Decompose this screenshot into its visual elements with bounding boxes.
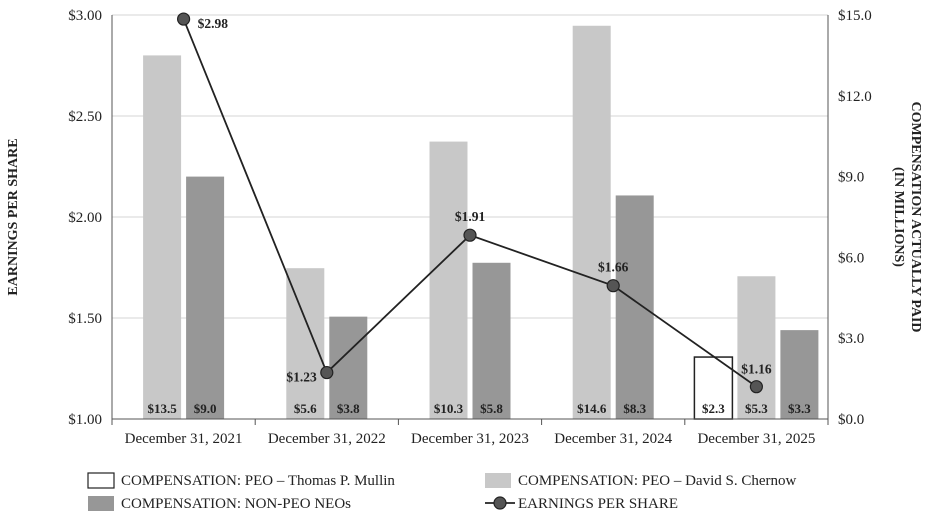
legend-label: COMPENSATION: PEO – David S. Chernow: [518, 473, 797, 489]
left-tick-label: $2.50: [68, 109, 102, 125]
x-tick-label: December 31, 2023: [411, 431, 529, 447]
bar: [329, 316, 368, 419]
eps-value-label: $2.98: [198, 16, 229, 31]
bar: [429, 141, 468, 419]
x-tick-label: December 31, 2022: [268, 431, 386, 447]
left-tick-label: $1.50: [68, 311, 102, 327]
bar: [286, 268, 325, 419]
eps-value-label: $1.16: [741, 362, 772, 377]
eps-value-label: $1.66: [598, 260, 629, 275]
legend-swatch: [485, 473, 511, 488]
bar-value-label: $5.3: [745, 401, 768, 416]
eps-point: [320, 365, 334, 380]
bar: [780, 330, 819, 419]
bar-value-label: $5.6: [294, 401, 317, 416]
bars: [143, 25, 819, 420]
bar-value-label: $5.8: [480, 401, 503, 416]
left-axis-title: EARNINGS PER SHARE: [6, 138, 21, 295]
axes: $1.00 $1.50 $2.00 $2.50 $3.00 $0.0 $3.0 $6.0 $9.…: [68, 8, 872, 447]
eps-line: [177, 12, 764, 394]
eps-point: [606, 279, 620, 293]
x-tick-label: December 31, 2025: [697, 431, 815, 447]
right-tick-label: $15.0: [838, 8, 872, 24]
bar-value-label: $13.5: [147, 401, 177, 416]
x-tick-label: December 31, 2021: [125, 431, 243, 447]
bar: [472, 262, 511, 419]
bar: [186, 176, 225, 419]
legend-swatch: [88, 496, 114, 511]
bar-value-label: $9.0: [194, 401, 217, 416]
data-labels: $13.5 $9.0 $5.6 $3.8 $10.3 $5.8 $14.6 $8.3 $2.3 $…: [147, 16, 811, 416]
bar-value-label: $3.8: [337, 401, 360, 416]
legend: COMPENSATION: PEO – Thomas P. Mullin COMP…: [87, 472, 797, 512]
right-tick-label: $0.0: [838, 412, 864, 428]
bar-value-label: $3.3: [788, 401, 811, 416]
right-tick-label: $12.0: [838, 89, 872, 105]
legend-marker-swatch: [493, 496, 507, 510]
right-axis-title-line2: (IN MILLIONS): [891, 167, 906, 267]
right-tick-label: $6.0: [838, 250, 864, 266]
left-tick-label: $1.00: [68, 412, 102, 428]
eps-point: [177, 12, 191, 26]
bar: [143, 55, 182, 420]
right-axis-title-line1: COMPENSATION ACTUALLY PAID: [908, 101, 923, 332]
right-tick-label: $9.0: [838, 170, 864, 186]
legend-label: EARNINGS PER SHARE: [518, 496, 678, 512]
bar-value-label: $8.3: [623, 401, 646, 416]
legend-label: COMPENSATION: NON-PEO NEOs: [121, 496, 351, 512]
gridlines: [112, 14, 828, 319]
bar: [693, 356, 734, 420]
legend-label: COMPENSATION: PEO – Thomas P. Mullin: [121, 473, 395, 489]
right-tick-label: $3.0: [838, 331, 864, 347]
bar: [572, 25, 611, 419]
eps-value-label: $1.23: [286, 370, 317, 385]
eps-polyline: [182, 18, 757, 388]
eps-point: [463, 228, 477, 242]
left-tick-label: $3.00: [68, 8, 102, 24]
left-tick-label: $2.00: [68, 210, 102, 226]
bar-value-label: $10.3: [434, 401, 464, 416]
bar: [737, 276, 776, 419]
x-tick-label: December 31, 2024: [554, 431, 672, 447]
bar-value-label: $14.6: [577, 401, 607, 416]
bar: [615, 195, 654, 419]
legend-swatch: [87, 472, 115, 489]
eps-value-label: $1.91: [455, 209, 486, 224]
bar-value-label: $2.3: [702, 401, 725, 416]
eps-point: [749, 380, 764, 394]
